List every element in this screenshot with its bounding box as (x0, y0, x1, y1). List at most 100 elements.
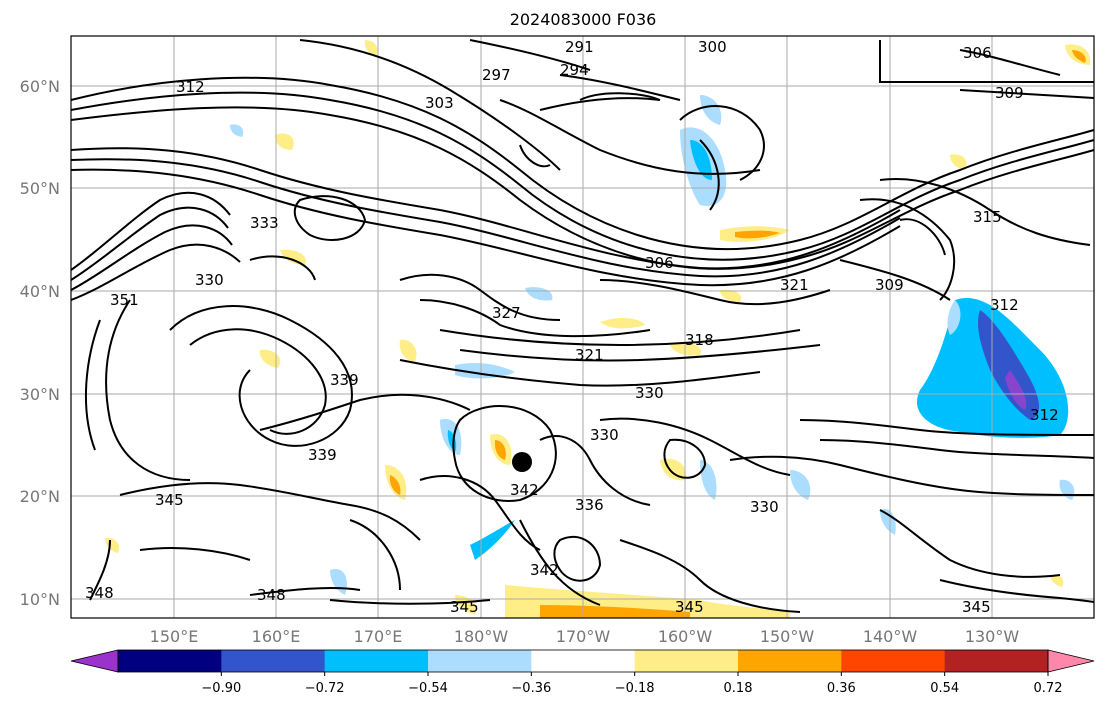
contour-label: 348 (85, 584, 114, 602)
pos-anomaly-region (259, 349, 281, 368)
pos-anomaly-band-core (540, 605, 690, 618)
pos-anomaly-region (455, 595, 477, 615)
colorbar-segment (428, 650, 532, 672)
neg-anomaly-core (690, 140, 712, 180)
contour-label: 318 (685, 331, 714, 349)
pos-anomaly-region (275, 133, 294, 150)
contour-label: 330 (750, 498, 779, 516)
colorbar-tick-label: 0.54 (930, 681, 959, 696)
contour-label: 312 (1030, 406, 1059, 424)
colorbar-tick-label: −0.72 (305, 681, 345, 696)
contour-label: 342 (530, 561, 559, 579)
contour-label: 330 (590, 426, 619, 444)
colorbar-tick-label: 0.18 (724, 681, 753, 696)
contour-label: 300 (698, 38, 727, 56)
colorbar-segment (738, 650, 842, 672)
lon-label: 160°W (658, 627, 713, 646)
map-frame (70, 35, 1095, 619)
longitude-labels: 150°E 160°E 170°E 180°W 170°W 160°W 150°… (150, 627, 1020, 646)
pos-anomaly-region (950, 154, 967, 170)
contour-label: 333 (250, 214, 279, 232)
neg-anomaly-region (880, 509, 896, 535)
lon-label: 170°W (556, 627, 611, 646)
colorbar-segment (324, 650, 429, 672)
pos-anomaly-region (1050, 574, 1064, 587)
pos-anomaly-region (600, 318, 645, 329)
isentropic-contours (70, 39, 1095, 613)
contour-label: 339 (330, 371, 359, 389)
colorbar-tick-label: −0.90 (201, 681, 241, 696)
colorbar-segment (118, 650, 222, 672)
contour-label: 345 (675, 598, 704, 616)
neg-anomaly-region (525, 287, 553, 301)
contour-label: 351 (110, 291, 139, 309)
colorbar: −0.90 −0.72 −0.54 −0.36 −0.18 0.18 0.36 0.54 0.7… (70, 649, 1095, 696)
colorbar-arrow-low (70, 649, 119, 673)
lat-label: 50°N (20, 179, 60, 198)
contour-label: 345 (450, 598, 479, 616)
lon-label: 150°W (760, 627, 815, 646)
contour-label: 303 (425, 94, 454, 112)
colorbar-arrow-high (1047, 649, 1095, 673)
lon-label: 160°E (252, 627, 301, 646)
pos-anomaly-core (494, 440, 506, 460)
pos-anomaly-region (280, 249, 306, 265)
neg-anomaly-region (230, 124, 244, 137)
contour-label-group: 291 294 297 300 303 306 306 309 309 312 … (85, 38, 1059, 616)
lon-label: 150°E (150, 627, 199, 646)
neg-anomaly-region (700, 460, 717, 500)
lon-label: 130°W (965, 627, 1020, 646)
contour-label: 339 (308, 446, 337, 464)
pos-anomaly-core (389, 475, 401, 495)
colorbar-segment (221, 650, 326, 672)
contour-label: 345 (962, 598, 991, 616)
colorbar-tick-label: 0.36 (827, 681, 856, 696)
pos-anomaly-region (105, 537, 120, 553)
lat-label: 40°N (20, 282, 60, 301)
colorbar-tick-label: 0.72 (1034, 681, 1063, 696)
contour-label: 309 (875, 276, 904, 294)
neg-anomaly-region (700, 95, 722, 125)
contour-label: 309 (995, 84, 1024, 102)
contour-label: 330 (195, 271, 224, 289)
colorbar-segment (531, 650, 636, 672)
colorbar-tick-label: −0.18 (615, 681, 655, 696)
strong-neg-region (978, 310, 1040, 420)
contour-label: 312 (176, 78, 205, 96)
neg-anomaly-edge (947, 300, 961, 335)
contour-label: 327 (492, 304, 521, 322)
storm-center-dot (512, 452, 532, 472)
contour-label: 291 (565, 38, 594, 56)
strongest-neg-region (1005, 370, 1027, 410)
lat-label: 10°N (20, 590, 60, 609)
lat-label: 20°N (20, 487, 60, 506)
colorbar-tick-label: −0.36 (511, 681, 551, 696)
neg-anomaly-region (790, 470, 811, 500)
pos-anomaly-region (720, 289, 742, 302)
contour-label: 315 (973, 208, 1002, 226)
contour-label: 342 (510, 481, 539, 499)
contour-label: 348 (257, 586, 286, 604)
contour-label: 321 (575, 346, 604, 364)
lat-label: 30°N (20, 385, 60, 404)
lon-label: 140°W (863, 627, 918, 646)
contour-label: 312 (990, 296, 1019, 314)
contour-label: 294 (560, 61, 589, 79)
pos-anomaly-core (1072, 50, 1086, 63)
shaded-regions (105, 40, 1091, 618)
colorbar-segment (634, 650, 739, 672)
pos-anomaly-core (735, 230, 780, 239)
contour-label: 336 (575, 496, 604, 514)
lon-label: 170°E (354, 627, 403, 646)
colorbar-tick-label: −0.54 (408, 681, 448, 696)
contour-label: 321 (780, 276, 809, 294)
contour-label: 330 (635, 384, 664, 402)
colorbar-outline (117, 649, 1049, 673)
lat-label: 60°N (20, 77, 60, 96)
neg-anomaly-streak (455, 362, 515, 379)
contour-label: 306 (963, 44, 992, 62)
pos-anomaly-region (399, 339, 417, 362)
colorbar-segment (944, 650, 1049, 672)
contour-label: 306 (645, 254, 674, 272)
